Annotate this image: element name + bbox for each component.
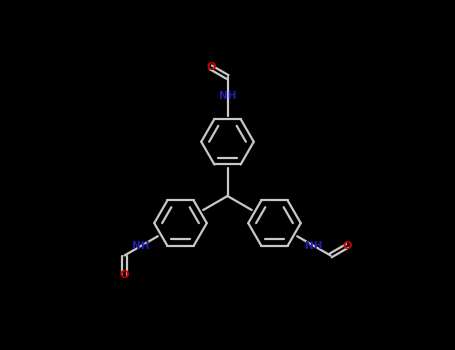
Text: NH: NH [219, 91, 236, 101]
Text: NH: NH [132, 241, 150, 251]
Text: O: O [206, 62, 216, 72]
Text: NH: NH [305, 241, 323, 251]
Text: O: O [343, 241, 352, 251]
Text: O: O [120, 270, 129, 280]
